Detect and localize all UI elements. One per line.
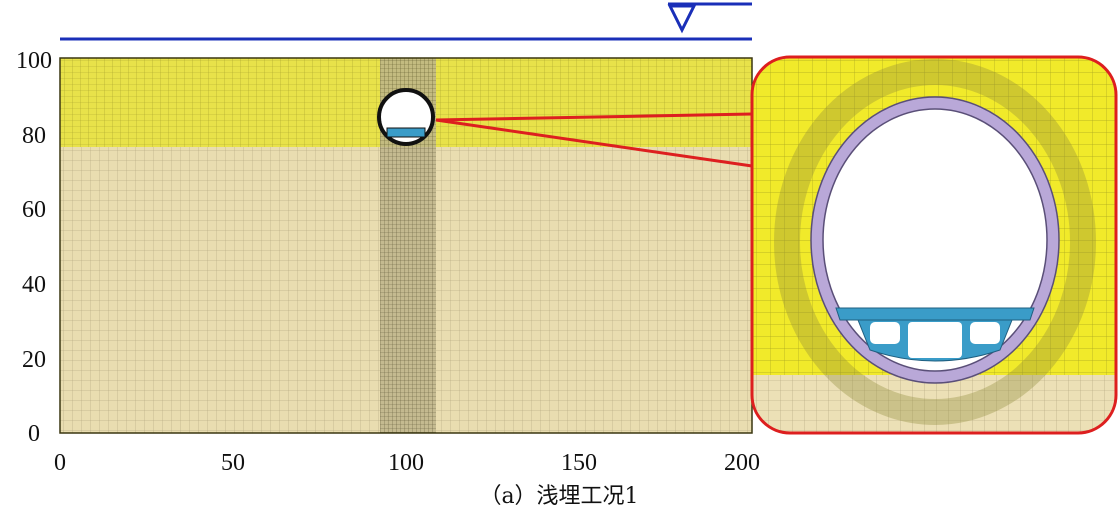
zoom-box-opening bbox=[908, 322, 962, 358]
y-tick-label: 0 bbox=[28, 421, 40, 447]
y-tick-label: 40 bbox=[22, 272, 46, 298]
zoom-internal-structure bbox=[835, 307, 1035, 362]
y-tick-label: 60 bbox=[22, 197, 46, 223]
zoom-lining-inner bbox=[822, 108, 1048, 372]
zoom-disturbed-zone bbox=[774, 59, 1096, 425]
figure-caption: （a）浅埋工况1 bbox=[479, 484, 639, 509]
x-axis: 0 50 100 150 200 bbox=[54, 450, 760, 476]
x-tick-label: 0 bbox=[54, 450, 66, 476]
x-tick-label: 50 bbox=[221, 450, 245, 476]
water-level-triangle-icon bbox=[667, 4, 697, 34]
y-tick-label: 20 bbox=[22, 347, 46, 373]
tunnel-cross-section bbox=[377, 88, 435, 146]
x-tick-label: 100 bbox=[388, 450, 424, 476]
y-tick-label: 80 bbox=[22, 123, 46, 149]
y-axis: 0 20 40 60 80 100 bbox=[16, 48, 52, 447]
callout-line-lower bbox=[435, 118, 753, 168]
zoom-panel-border bbox=[750, 55, 1118, 435]
tunnel-internal-structure bbox=[386, 127, 426, 138]
zoom-box-opening bbox=[870, 322, 900, 344]
callout-line-upper bbox=[435, 112, 753, 122]
zoom-deck-slab bbox=[835, 307, 1035, 321]
y-tick-label: 100 bbox=[16, 48, 52, 74]
x-tick-label: 150 bbox=[561, 450, 597, 476]
x-tick-label: 200 bbox=[724, 450, 760, 476]
model-domain bbox=[59, 57, 753, 434]
zoom-lower-soil bbox=[752, 375, 1116, 433]
zoom-box-opening bbox=[970, 322, 1000, 344]
zoom-detail-panel bbox=[750, 55, 1118, 435]
